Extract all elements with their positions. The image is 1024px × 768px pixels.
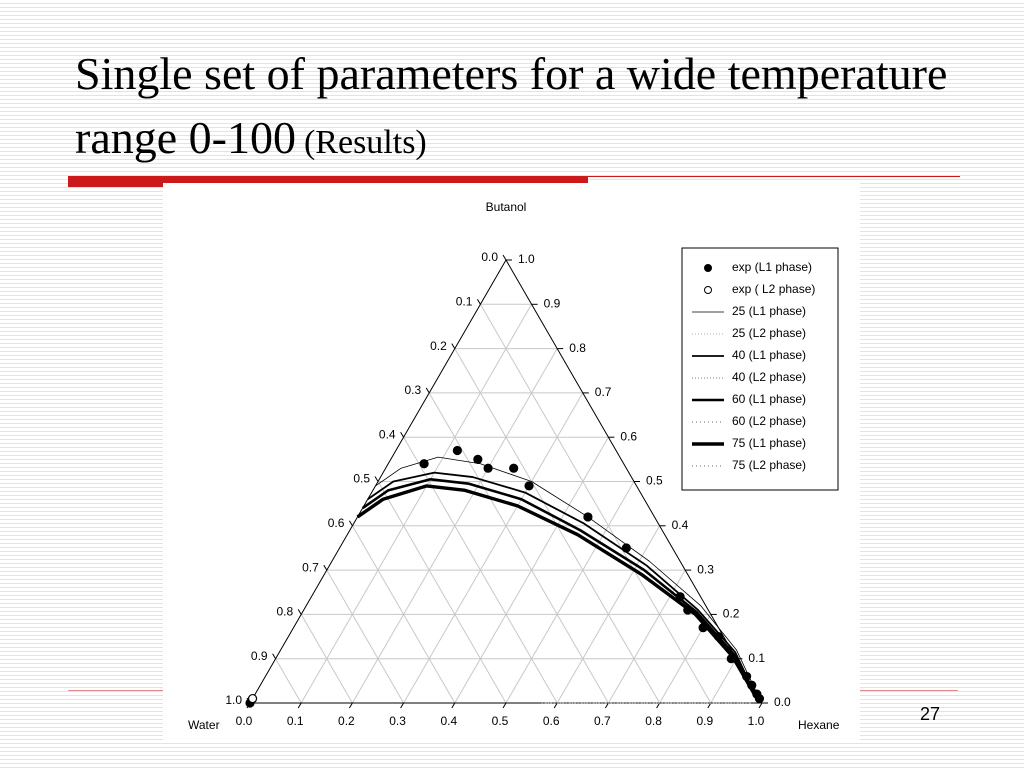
grid-line <box>710 658 737 704</box>
tick-label: 0.2 <box>338 714 355 728</box>
tick-mark <box>323 564 328 571</box>
data-point <box>473 454 483 464</box>
axis-label: Water <box>188 718 220 732</box>
tick-label: 0.0 <box>481 250 498 264</box>
tick-label: 0.8 <box>569 341 586 355</box>
data-point <box>509 463 519 473</box>
tick-label: 0.7 <box>595 385 612 399</box>
series-line <box>356 484 760 702</box>
tick-label: 0.9 <box>251 649 268 663</box>
title-suffix: (Results) <box>303 124 427 161</box>
tick-mark <box>400 431 405 438</box>
tick-label: 0.4 <box>379 427 396 441</box>
tick-mark <box>297 702 302 709</box>
tick-mark <box>707 702 712 709</box>
tick-label: 0.8 <box>277 605 294 619</box>
title-text: Single set of parameters for a wide temp… <box>75 48 948 163</box>
tick-label: 0.6 <box>543 714 560 728</box>
tick-mark <box>348 520 353 527</box>
tick-label: 0.1 <box>748 651 765 665</box>
data-point <box>452 445 462 456</box>
grid-line <box>275 658 302 704</box>
tick-mark <box>297 609 302 615</box>
legend-label: 40 (L1 phase) <box>732 348 806 362</box>
series-line <box>375 456 760 699</box>
series-line <box>361 477 760 702</box>
tick-mark <box>604 702 609 709</box>
grid-line <box>505 481 635 704</box>
legend-label: 75 (L2 phase) <box>732 458 806 472</box>
tick-mark <box>451 343 456 349</box>
tick-label: 0.0 <box>774 695 791 709</box>
tick-label: 0.7 <box>302 560 319 574</box>
tick-mark <box>656 702 661 709</box>
tick-label: 0.8 <box>645 714 662 728</box>
tick-label: 0.7 <box>594 714 611 728</box>
legend-label: 25 (L1 phase) <box>732 304 806 318</box>
legend-marker <box>704 286 712 294</box>
grid-line <box>351 525 456 704</box>
tick-mark <box>374 476 379 482</box>
accent-bar <box>68 176 588 187</box>
tick-label: 0.2 <box>430 339 447 353</box>
tick-mark <box>476 299 481 305</box>
tick-label: 1.0 <box>225 693 242 707</box>
grid-line <box>428 392 609 704</box>
series-line <box>367 471 759 702</box>
grid-line <box>300 614 353 704</box>
legend: exp (L1 phase) exp ( L2 phase) 25 (L1 phas… <box>681 247 839 491</box>
legend-label: 25 (L2 phase) <box>732 326 806 340</box>
tick-label: 1.0 <box>748 714 765 728</box>
grid-line <box>403 392 584 704</box>
tick-mark <box>553 702 558 709</box>
tick-mark <box>502 254 507 261</box>
tick-mark <box>425 387 430 394</box>
legend-label: 40 (L2 phase) <box>732 370 806 384</box>
grid-line <box>377 481 507 704</box>
grid-line <box>300 304 533 704</box>
tick-mark <box>502 702 507 709</box>
axis-label: Hexane <box>798 718 840 732</box>
page-number: 27 <box>920 704 941 724</box>
tick-label: 0.3 <box>389 714 406 728</box>
tick-mark <box>348 702 353 709</box>
data-point <box>524 481 534 491</box>
grid-line <box>479 304 712 704</box>
tick-label: 0.0 <box>236 714 253 728</box>
tick-mark <box>400 702 405 709</box>
tick-mark <box>272 653 277 659</box>
tick-label: 0.9 <box>544 296 561 310</box>
tick-mark <box>758 702 763 709</box>
tick-label: 0.1 <box>456 294 473 308</box>
legend-label: exp (L1 phase) <box>732 260 812 274</box>
legend-marker <box>704 264 712 272</box>
tick-label: 0.3 <box>405 383 422 397</box>
axis-label: Butanol <box>486 200 527 214</box>
tick-label: 0.5 <box>646 474 663 488</box>
legend-label: exp ( L2 phase) <box>732 282 815 296</box>
slide-title: Single set of parameters for a wide temp… <box>75 42 955 175</box>
legend-label: 75 (L1 phase) <box>732 436 806 450</box>
tick-label: 0.9 <box>696 714 713 728</box>
legend-label: 60 (L2 phase) <box>732 414 806 428</box>
tick-label: 0.6 <box>620 429 637 443</box>
tick-mark <box>451 702 456 709</box>
grid-line <box>326 569 405 704</box>
accent-line <box>588 176 960 177</box>
tick-label: 0.5 <box>492 714 509 728</box>
tick-label: 0.1 <box>287 714 304 728</box>
tick-label: 0.5 <box>353 472 370 486</box>
tick-label: 0.6 <box>328 516 345 530</box>
grid-line <box>403 436 558 704</box>
tick-label: 0.4 <box>672 518 689 532</box>
tick-label: 0.4 <box>440 714 457 728</box>
data-point <box>247 693 258 704</box>
tick-label: 0.2 <box>723 607 740 621</box>
tick-label: 0.3 <box>697 562 714 576</box>
legend-label: 60 (L1 phase) <box>732 392 806 406</box>
tick-label: 1.0 <box>518 252 535 266</box>
